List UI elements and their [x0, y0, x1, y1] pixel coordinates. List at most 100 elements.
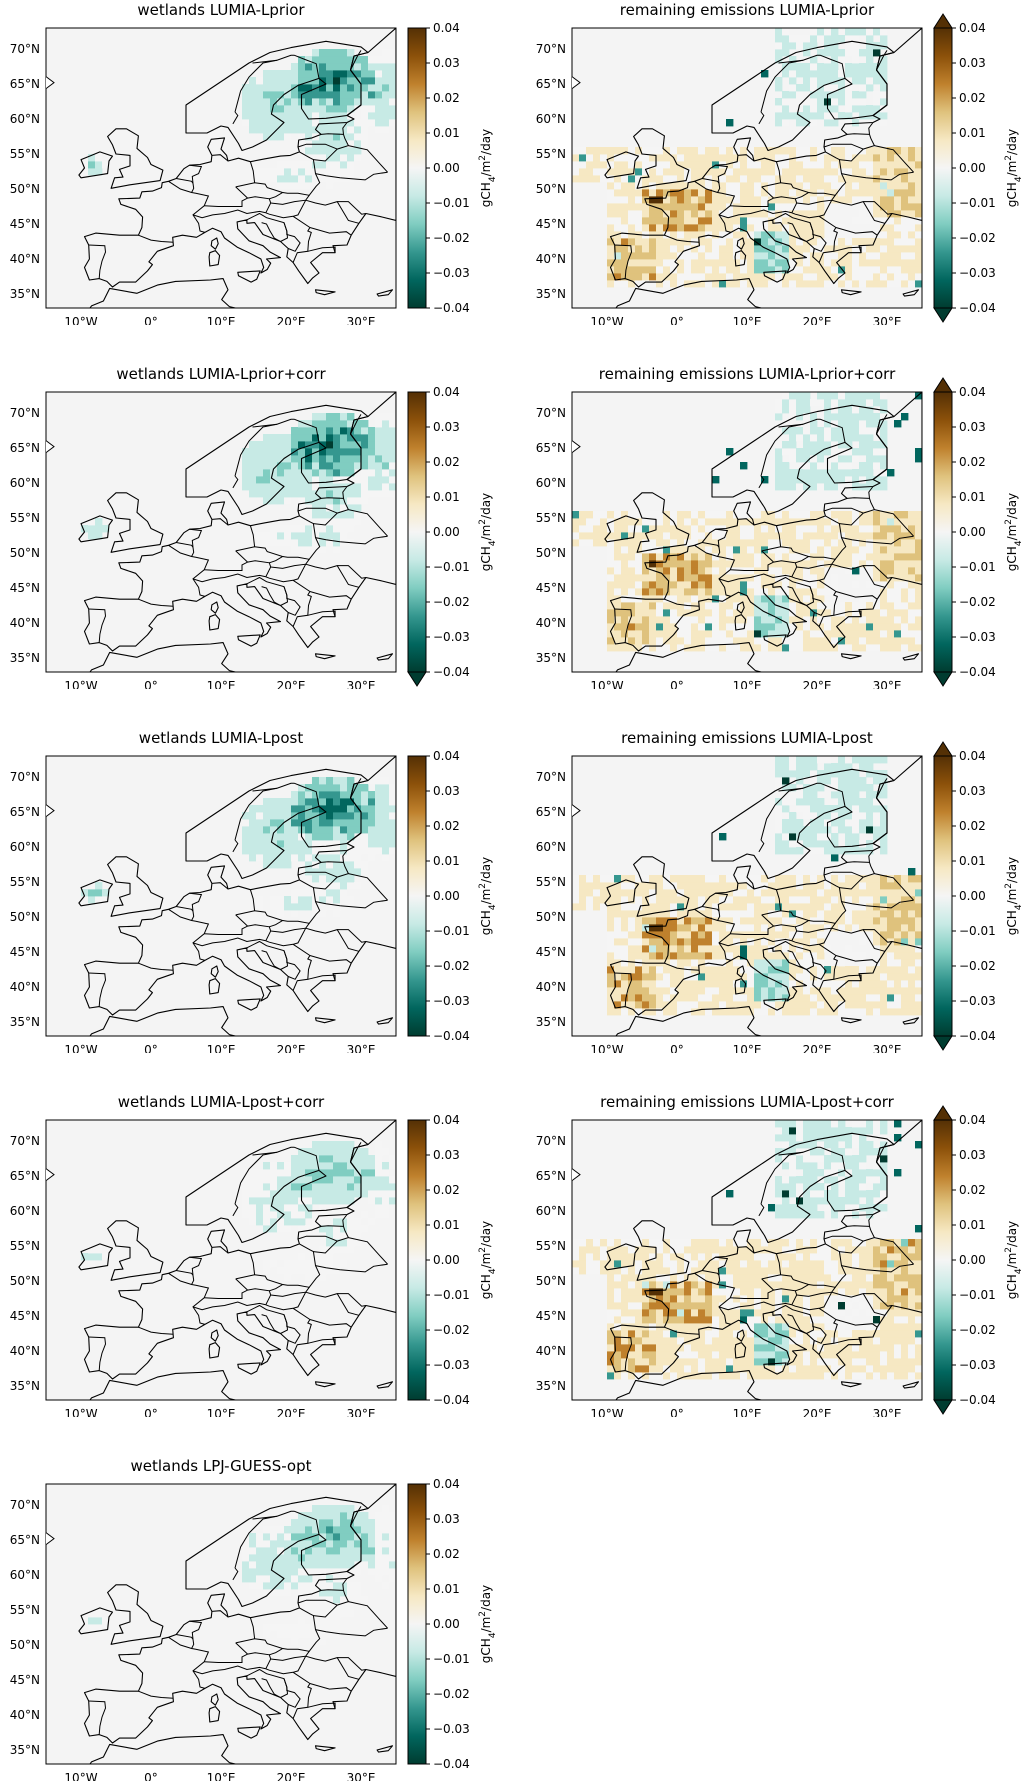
colorbar-tick-label: 0.01	[959, 1218, 986, 1232]
lat-tick-label: 55°N	[10, 1239, 40, 1253]
colorbar-tick-label: 0.04	[433, 21, 460, 35]
lat-tick-label: 40°N	[536, 252, 566, 266]
lat-tick-label: 60°N	[10, 1204, 40, 1218]
colorbar: 0.04 0.03 0.02 0.01 0.00 −0.01 −0.02 −0.03 −0.04…	[933, 377, 1024, 687]
lat-tick-label: 55°N	[536, 1239, 566, 1253]
colorbar-tick-label: 0.04	[433, 385, 460, 399]
map-frame	[45, 27, 397, 309]
lat-tick-label: 55°N	[10, 511, 40, 525]
colorbar-tick-label: 0.00	[433, 1253, 460, 1267]
lon-tick-label: 10°W	[64, 315, 97, 325]
lat-tick-label: 65°N	[536, 1169, 566, 1183]
lat-tick-label: 65°N	[10, 1169, 40, 1183]
map-svg: 70°N 65°N 60°N 55°N 50°N 45°N 40°N 35°N 10°W 0° 10…	[10, 385, 498, 689]
colorbar-tick-label: −0.04	[433, 301, 470, 315]
panel-title: remaining emissions LUMIA-Lpost	[621, 729, 873, 747]
emission-field	[81, 49, 396, 190]
panel-title: wetlands LPJ-GUESS-opt	[130, 1457, 312, 1475]
lon-tick-label: 20°E	[803, 1043, 832, 1053]
lat-tick-label: 45°N	[536, 581, 566, 595]
colorbar-tick-label: −0.02	[959, 231, 996, 245]
colorbar-tick-label: −0.03	[433, 266, 470, 280]
lat-tick-label: 40°N	[536, 980, 566, 994]
colorbar-tick-label: −0.01	[433, 924, 470, 938]
panel-title: remaining emissions LUMIA-Lprior	[619, 1, 875, 19]
lon-tick-label: 10°W	[64, 679, 97, 689]
country-borders	[88, 414, 388, 643]
colorbar-tick-label: 0.00	[959, 525, 986, 539]
lat-tick-label: 65°N	[536, 805, 566, 819]
lon-tick-label: 10°E	[207, 1043, 236, 1053]
colorbar-tick-label: 0.01	[959, 490, 986, 504]
colorbar-label: gCH4/m2/day	[1004, 493, 1024, 571]
map-svg: 70°N 65°N 60°N 55°N 50°N 45°N 40°N 35°N 10°W 0° 10…	[10, 749, 498, 1053]
country-borders	[88, 778, 388, 1007]
lon-tick-label: 10°W	[590, 315, 623, 325]
colorbar-tick-label: 0.01	[433, 490, 460, 504]
colorbar: 0.04 0.03 0.02 0.01 0.00 −0.01 −0.02 −0.03 −0.04…	[407, 1477, 498, 1771]
colorbar-tick-label: 0.02	[959, 455, 986, 469]
colorbar-tick-label: 0.01	[959, 854, 986, 868]
lat-tick-label: 70°N	[10, 1498, 40, 1512]
colorbar: 0.04 0.03 0.02 0.01 0.00 −0.01 −0.02 −0.03 −0.04…	[407, 385, 498, 687]
map-frame	[571, 27, 923, 309]
map-frame	[45, 1119, 397, 1401]
map-panel: wetlands LUMIA-Lpost+corr 70°N 65°N 60°N 55°…	[0, 1092, 498, 1417]
colorbar-tick-label: 0.03	[959, 420, 986, 434]
lon-tick-label: 10°E	[733, 315, 762, 325]
lat-tick-label: 35°N	[536, 287, 566, 301]
map-panel: remaining emissions LUMIA-Lprior+corr 70°…	[526, 364, 1024, 689]
colorbar-label: gCH4/m2/day	[478, 493, 498, 571]
lat-tick-label: 60°N	[536, 840, 566, 854]
lon-tick-label: 20°E	[803, 315, 832, 325]
lat-tick-label: 60°N	[536, 1204, 566, 1218]
lat-tick-label: 65°N	[536, 441, 566, 455]
emission-field	[81, 1141, 396, 1282]
lat-tick-label: 65°N	[536, 77, 566, 91]
colorbar-tick-label: 0.03	[433, 1148, 460, 1162]
coastlines	[572, 1120, 922, 1400]
colorbar-tick-label: −0.02	[433, 1323, 470, 1337]
panel-title: wetlands LUMIA-Lprior	[137, 1, 305, 19]
lon-tick-label: 0°	[670, 1407, 684, 1417]
colorbar-tick-label: 0.02	[433, 1183, 460, 1197]
country-borders	[88, 1506, 388, 1735]
lat-tick-label: 50°N	[536, 182, 566, 196]
map-svg: 70°N 65°N 60°N 55°N 50°N 45°N 40°N 35°N 10°W 0° 10…	[536, 13, 1024, 325]
lon-tick-label: 10°E	[733, 1043, 762, 1053]
colorbar-tick-label: 0.00	[433, 1617, 460, 1631]
map-frame	[571, 391, 923, 673]
colorbar-tick-label: 0.01	[959, 126, 986, 140]
panel-title: wetlands LUMIA-Lprior+corr	[116, 365, 326, 383]
colorbar-tick-label: 0.02	[959, 91, 986, 105]
country-borders	[614, 50, 914, 279]
colorbar-tick-label: 0.00	[959, 161, 986, 175]
colorbar-tick-label: −0.01	[433, 196, 470, 210]
colorbar-label: gCH4/m2/day	[478, 1585, 498, 1663]
coastlines	[46, 1484, 396, 1764]
lon-tick-label: 20°E	[803, 679, 832, 689]
lon-tick-label: 20°E	[803, 1407, 832, 1417]
lat-tick-label: 60°N	[10, 1568, 40, 1582]
lat-tick-label: 65°N	[10, 1533, 40, 1547]
country-borders	[614, 414, 914, 643]
lat-tick-label: 50°N	[10, 910, 40, 924]
lat-tick-label: 60°N	[10, 840, 40, 854]
lon-tick-label: 0°	[144, 1043, 158, 1053]
colorbar-tick-label: 0.02	[433, 455, 460, 469]
colorbar-tick-label: 0.00	[433, 161, 460, 175]
lon-tick-label: 10°E	[207, 315, 236, 325]
coastlines	[46, 1120, 396, 1400]
map-panel: wetlands LUMIA-Lpost 70°N 65°N 60°N 55°N 50°N…	[0, 728, 498, 1053]
colorbar-tick-label: 0.04	[433, 749, 460, 763]
lon-tick-label: 10°W	[64, 1407, 97, 1417]
colorbar-label: gCH4/m2/day	[1004, 129, 1024, 207]
colorbar-tick-label: 0.02	[959, 1183, 986, 1197]
lat-tick-label: 55°N	[536, 511, 566, 525]
colorbar-tick-label: 0.04	[433, 1477, 460, 1491]
colorbar-tick-label: −0.04	[433, 665, 470, 679]
colorbar-tick-label: 0.02	[433, 819, 460, 833]
colorbar-tick-label: −0.02	[959, 595, 996, 609]
colorbar-tick-label: 0.02	[433, 91, 460, 105]
colorbar-tick-label: −0.02	[959, 1323, 996, 1337]
